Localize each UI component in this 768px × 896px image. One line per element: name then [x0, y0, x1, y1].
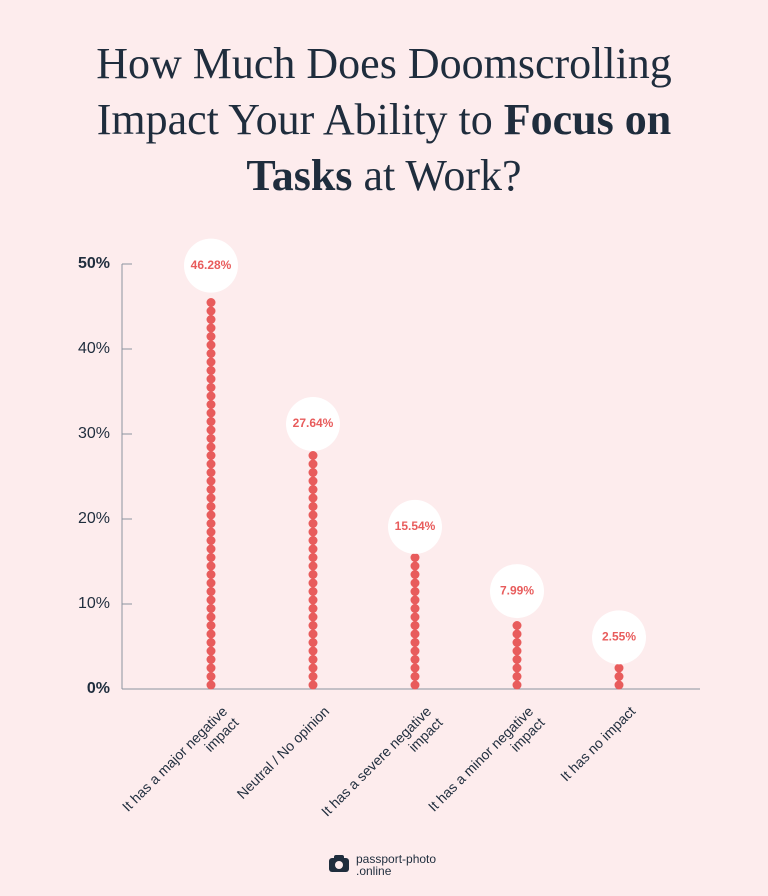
- y-tick-label: 0%: [87, 680, 110, 697]
- value-label: 2.55%: [602, 629, 636, 643]
- label-bubble: [490, 564, 544, 619]
- y-tick-label: 50%: [78, 255, 110, 272]
- label-bubble: [592, 610, 646, 665]
- logo-text: passport-photo .online: [356, 853, 436, 877]
- value-label: 7.99%: [500, 583, 534, 597]
- title-part: How Much Does Doomscrolling Impact Your …: [96, 39, 672, 144]
- chart-title: How Much Does Doomscrolling Impact Your …: [54, 36, 714, 204]
- value-label: 15.54%: [395, 519, 436, 533]
- logo-line: .online: [356, 864, 392, 878]
- title-bold: Focus on Tasks: [246, 95, 672, 200]
- value-label: 27.64%: [293, 416, 334, 430]
- value-label: 46.28%: [191, 258, 232, 272]
- label-bubble: [286, 397, 340, 452]
- y-tick-label: 40%: [78, 340, 110, 357]
- logo-icon: [329, 855, 349, 872]
- label-bubble: [388, 499, 442, 554]
- y-tick-label: 30%: [78, 425, 110, 442]
- label-bubble: [184, 238, 238, 293]
- logo-line: passport-photo: [356, 852, 437, 866]
- y-tick-label: 10%: [78, 595, 110, 612]
- y-tick-label: 20%: [78, 510, 110, 527]
- title-part: at Work?: [352, 151, 522, 200]
